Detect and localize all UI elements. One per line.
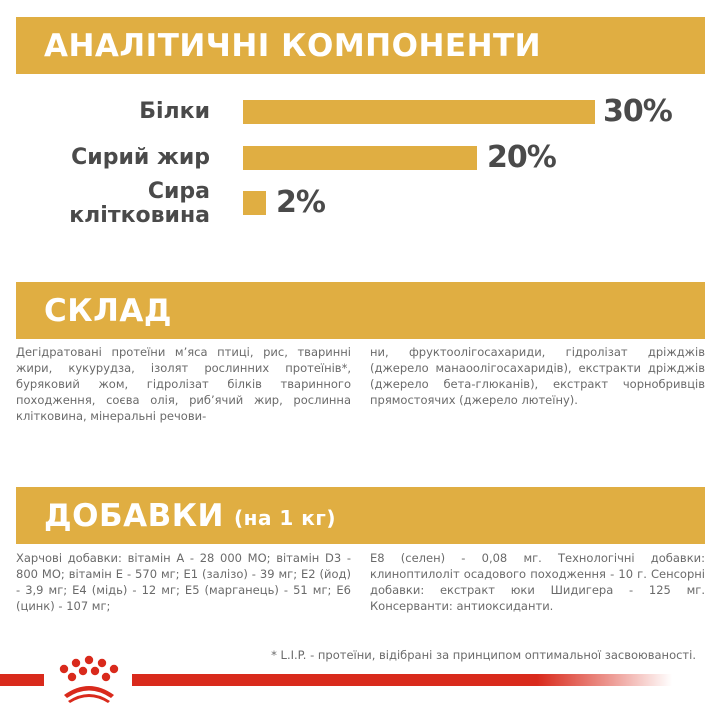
analytic-components-banner: АНАЛІТИЧНІ КОМПОНЕНТИ — [16, 17, 705, 74]
protein-row: Білки 30% — [0, 94, 720, 129]
fat-value: 20% — [487, 140, 557, 175]
protein-label: Білки — [139, 99, 210, 124]
fiber-label-line1: Сира — [147, 179, 210, 204]
composition-text-col2: ни, фруктоолігосахариди, гідролізат дріж… — [370, 345, 705, 407]
fat-row: Сирий жир 20% — [0, 140, 720, 175]
fiber-bar — [243, 191, 266, 215]
brand-line-right — [132, 674, 672, 686]
additives-text-col1: Харчові добавки: вітамін А - 28 000 МО; … — [16, 551, 351, 613]
fat-label: Сирий жир — [71, 145, 210, 170]
additives-subtitle: (на 1 кг) — [234, 505, 336, 530]
composition-banner: СКЛАД — [16, 282, 705, 339]
composition-title: СКЛАД — [44, 292, 172, 329]
composition-text-col1: Дегідратовані протеїни м’яса птиці, рис,… — [16, 345, 351, 423]
additives-banner: ДОБАВКИ (на 1 кг) — [16, 487, 705, 544]
fiber-label: Сира клітковина — [69, 180, 210, 228]
royal-canin-crown-icon — [59, 655, 119, 703]
fiber-label-line2: клітковина — [69, 203, 210, 228]
footnote: * L.I.P. - протеїни, відібрані за принци… — [271, 648, 696, 662]
fiber-value: 2% — [276, 185, 326, 220]
protein-value: 30% — [603, 94, 673, 129]
brand-line-left — [0, 674, 44, 686]
analytic-components-title: АНАЛІТИЧНІ КОМПОНЕНТИ — [44, 27, 542, 64]
protein-bar — [243, 100, 595, 124]
fat-bar — [243, 146, 477, 170]
additives-title: ДОБАВКИ — [44, 497, 224, 534]
fiber-row: Сира клітковина 2% — [0, 180, 720, 228]
additives-text-col2: Е8 (селен) - 0,08 мг. Технологічні добав… — [370, 551, 705, 613]
